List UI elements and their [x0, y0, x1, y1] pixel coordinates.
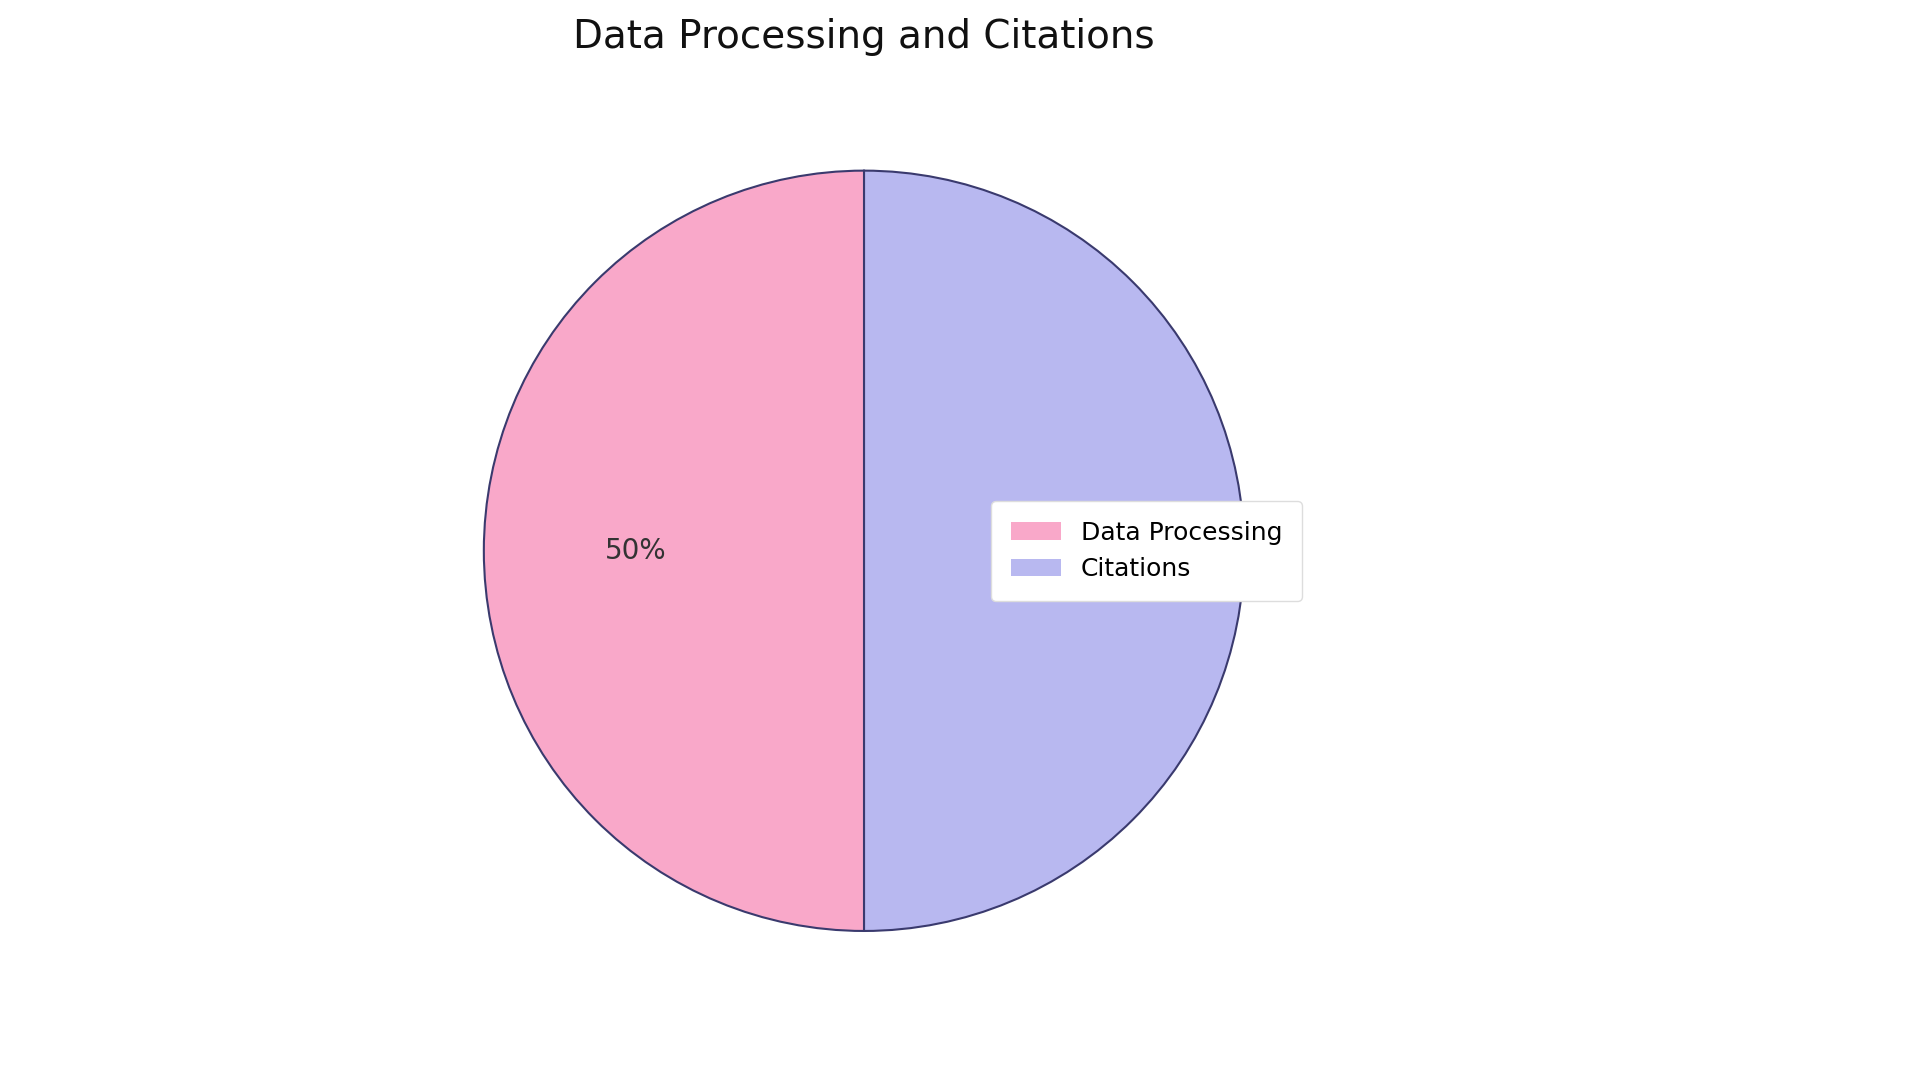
Legend: Data Processing, Citations: Data Processing, Citations [991, 500, 1302, 602]
Wedge shape [484, 171, 864, 931]
Wedge shape [864, 171, 1244, 931]
Title: Data Processing and Citations: Data Processing and Citations [574, 18, 1154, 56]
Text: 50%: 50% [605, 537, 666, 565]
Text: 50%: 50% [1062, 537, 1123, 565]
